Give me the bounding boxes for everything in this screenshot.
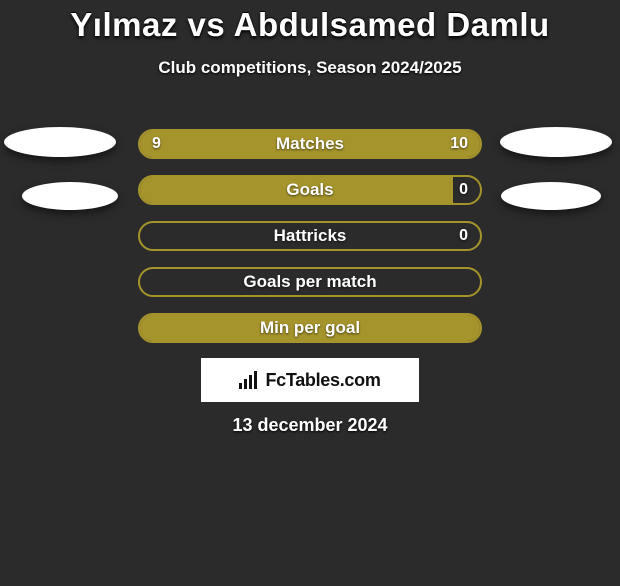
stat-fill-left bbox=[140, 315, 480, 341]
date-text: 13 december 2024 bbox=[0, 415, 620, 436]
branding-box: FcTables.com bbox=[201, 358, 419, 402]
page-title: Yılmaz vs Abdulsamed Damlu bbox=[0, 6, 620, 44]
stat-row: Matches910 bbox=[138, 129, 482, 159]
stat-value-left: 9 bbox=[152, 131, 161, 157]
decorative-ellipse bbox=[500, 127, 612, 157]
subtitle: Club competitions, Season 2024/2025 bbox=[0, 58, 620, 78]
stat-label: Hattricks bbox=[140, 223, 480, 249]
stat-row: Min per goal bbox=[138, 313, 482, 343]
stat-fill-left bbox=[140, 177, 453, 203]
stat-value-right: 10 bbox=[450, 131, 468, 157]
stat-value-right: 0 bbox=[459, 223, 468, 249]
stats-block: Matches910Goals0Hattricks0Goals per matc… bbox=[138, 129, 482, 359]
decorative-ellipse bbox=[501, 182, 601, 210]
decorative-ellipse bbox=[4, 127, 116, 157]
stat-row: Goals0 bbox=[138, 175, 482, 205]
decorative-ellipse bbox=[22, 182, 118, 210]
bars-icon bbox=[239, 371, 259, 389]
stat-row: Hattricks0 bbox=[138, 221, 482, 251]
branding-text: FcTables.com bbox=[265, 370, 380, 391]
stat-row: Goals per match bbox=[138, 267, 482, 297]
stat-label: Goals per match bbox=[140, 269, 480, 295]
stat-fill-left bbox=[140, 131, 300, 157]
stat-value-right: 0 bbox=[459, 177, 468, 203]
